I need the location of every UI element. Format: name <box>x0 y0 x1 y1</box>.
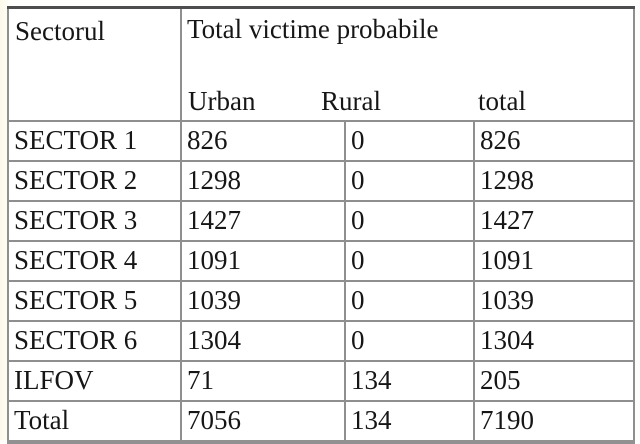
corner-header-cell: Sectorul <box>7 6 182 122</box>
table-row: SECTOR 3 1427 0 1427 <box>7 200 635 242</box>
subheader-rural: Rural <box>321 86 381 117</box>
cell-urban: 71 <box>180 360 346 402</box>
cell-total: 1304 <box>473 320 635 362</box>
cell-total: 1039 <box>473 280 635 322</box>
table-row: SECTOR 1 826 0 826 <box>7 120 635 162</box>
cell-label: ILFOV <box>7 360 182 402</box>
cell-label: SECTOR 2 <box>7 160 182 202</box>
cell-rural: 134 <box>344 360 475 402</box>
cell-total: 826 <box>473 120 635 162</box>
group-header-label: Total victime probabile <box>187 14 439 44</box>
table-row: ILFOV 71 134 205 <box>7 360 635 402</box>
group-header-cell: Total victime probabile Urban Rural tota… <box>180 6 635 122</box>
cell-urban: 1427 <box>180 200 346 242</box>
cell-urban: 1039 <box>180 280 346 322</box>
subheader-total: total <box>478 86 526 117</box>
cell-total: 1298 <box>473 160 635 202</box>
cell-label: Total <box>7 400 182 443</box>
table-row-grand-total: Total 7056 134 7190 <box>7 400 635 443</box>
corner-header-label: Sectorul <box>15 16 105 46</box>
cell-rural: 0 <box>344 120 475 162</box>
cell-rural: 0 <box>344 280 475 322</box>
cell-urban: 1304 <box>180 320 346 362</box>
cell-urban: 1091 <box>180 240 346 282</box>
table-row: SECTOR 4 1091 0 1091 <box>7 240 635 282</box>
header-row: Sectorul Total victime probabile Urban R… <box>7 6 635 122</box>
cell-urban: 7056 <box>180 400 346 443</box>
cell-rural: 0 <box>344 200 475 242</box>
victims-table: Sectorul Total victime probabile Urban R… <box>7 6 635 444</box>
table-row: SECTOR 2 1298 0 1298 <box>7 160 635 202</box>
cell-rural: 0 <box>344 160 475 202</box>
cell-label: SECTOR 4 <box>7 240 182 282</box>
cell-label: SECTOR 3 <box>7 200 182 242</box>
cell-label: SECTOR 1 <box>7 120 182 162</box>
cell-urban: 826 <box>180 120 346 162</box>
cell-rural: 0 <box>344 240 475 282</box>
cell-total: 1091 <box>473 240 635 282</box>
cell-label: SECTOR 5 <box>7 280 182 322</box>
table-row: SECTOR 5 1039 0 1039 <box>7 280 635 322</box>
cell-total: 7190 <box>473 400 635 443</box>
cell-total: 205 <box>473 360 635 402</box>
cell-rural: 134 <box>344 400 475 443</box>
cell-total: 1427 <box>473 200 635 242</box>
cell-rural: 0 <box>344 320 475 362</box>
table-row: SECTOR 6 1304 0 1304 <box>7 320 635 362</box>
cell-urban: 1298 <box>180 160 346 202</box>
subheader-urban: Urban <box>188 86 256 117</box>
cell-label: SECTOR 6 <box>7 320 182 362</box>
